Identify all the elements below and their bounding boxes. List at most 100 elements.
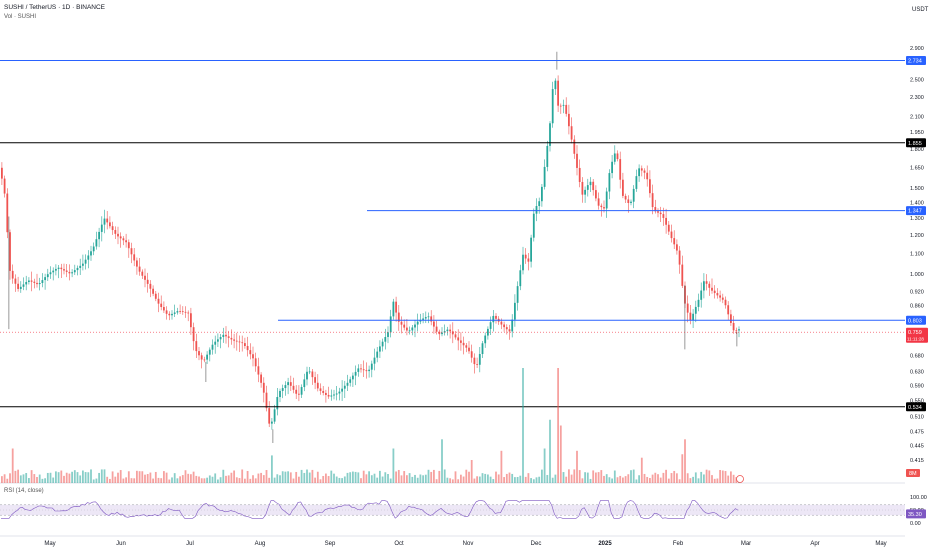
- volume-bar: [605, 474, 608, 483]
- candle-body: [276, 397, 279, 410]
- volume-bar: [306, 469, 308, 483]
- volume-bar: [716, 478, 719, 483]
- volume-bar: [14, 470, 17, 483]
- candle-body: [546, 145, 549, 167]
- volume-bar: [222, 469, 225, 483]
- volume-bar: [665, 469, 667, 483]
- volume-bar: [468, 471, 470, 483]
- volume-bar: [411, 476, 414, 483]
- candle-body: [273, 409, 276, 422]
- candle-body: [678, 250, 681, 265]
- volume-bar: [730, 471, 732, 483]
- candle-body: [484, 335, 487, 344]
- candle-body: [49, 272, 52, 275]
- price-tick-label: 1.950: [910, 130, 924, 136]
- candle-body: [73, 270, 76, 273]
- volume-bar: [600, 470, 603, 483]
- volume-bar: [676, 473, 678, 483]
- volume-bar: [435, 479, 438, 483]
- candle-body: [662, 214, 665, 218]
- volume-bar: [176, 478, 179, 483]
- candle-body: [676, 244, 678, 251]
- volume-bar: [635, 479, 638, 483]
- volume-bar: [41, 478, 44, 483]
- volume-bar: [551, 477, 554, 483]
- candle-body: [327, 394, 330, 397]
- time-tick-label: Mar: [741, 541, 751, 547]
- volume-bar: [592, 470, 595, 483]
- volume-bar: [206, 477, 208, 483]
- rsi-line: [1, 500, 739, 519]
- volume-bar: [149, 472, 152, 483]
- candle-body: [352, 375, 354, 380]
- volume-bar: [403, 471, 406, 483]
- volume-bar: [584, 472, 586, 483]
- candle-body: [500, 321, 503, 325]
- volume-bar: [130, 478, 133, 483]
- volume-bar: [570, 474, 573, 483]
- candle-body: [438, 331, 441, 335]
- time-tick-label: Oct: [394, 541, 404, 547]
- candle-body: [651, 193, 654, 208]
- level-price-tag: [906, 138, 926, 148]
- volume-bar: [60, 470, 63, 483]
- candle-body: [476, 364, 478, 365]
- volume-bar: [449, 478, 451, 483]
- candle-body: [30, 280, 33, 282]
- volume-bar: [554, 474, 557, 483]
- candle-body: [138, 266, 141, 272]
- volume-bar: [292, 478, 295, 483]
- candle-body: [360, 368, 362, 370]
- volume-bar: [233, 470, 235, 483]
- candle-body: [379, 346, 381, 352]
- candle-body: [381, 341, 384, 347]
- chart-title: SUSHI / TetherUS · 1D · BINANCE: [4, 4, 106, 11]
- volume-bar: [273, 477, 276, 483]
- candle-body: [303, 379, 306, 388]
- volume-bar: [106, 476, 109, 483]
- candle-body: [71, 272, 73, 274]
- volume-bar: [333, 473, 335, 483]
- candle-body: [622, 179, 624, 196]
- candle-body: [79, 265, 82, 268]
- candle-body: [549, 123, 551, 146]
- candle-body: [481, 343, 484, 355]
- volume-bar: [732, 474, 735, 483]
- volume-bar: [462, 476, 465, 483]
- volume-bar: [346, 472, 349, 483]
- candle-body: [489, 322, 492, 329]
- volume-bar: [370, 475, 373, 483]
- volume-bar: [203, 478, 206, 483]
- volume-bar: [646, 476, 649, 483]
- volume-bar: [487, 474, 489, 483]
- candle-body: [657, 211, 659, 213]
- candle-body: [530, 237, 532, 262]
- candle-body: [354, 371, 357, 376]
- candle-body: [11, 270, 14, 279]
- volume-bar: [157, 477, 160, 483]
- volume-bar: [368, 471, 370, 483]
- volume-bar: [400, 475, 403, 483]
- volume-bar: [49, 472, 52, 483]
- volume-bar: [503, 477, 505, 483]
- volume-bar: [586, 472, 589, 483]
- candle-body: [41, 280, 44, 284]
- candle-body: [292, 385, 295, 390]
- price-tick-label: 2.300: [910, 95, 924, 101]
- candle-body: [219, 336, 222, 340]
- price-tick-label: 0.445: [910, 443, 924, 449]
- volume-bar: [103, 469, 106, 483]
- price-tick-label: 2.900: [910, 46, 924, 52]
- volume-bar: [262, 475, 265, 483]
- candle-body: [703, 281, 705, 291]
- event-marker: [736, 475, 744, 483]
- volume-bar: [311, 469, 314, 483]
- candle-body: [638, 168, 640, 177]
- volume-bar: [57, 472, 60, 483]
- volume-bar: [397, 469, 400, 483]
- candle-body: [551, 89, 554, 124]
- candle-body: [457, 337, 460, 341]
- candle-body: [68, 271, 71, 274]
- candle-body: [281, 388, 284, 391]
